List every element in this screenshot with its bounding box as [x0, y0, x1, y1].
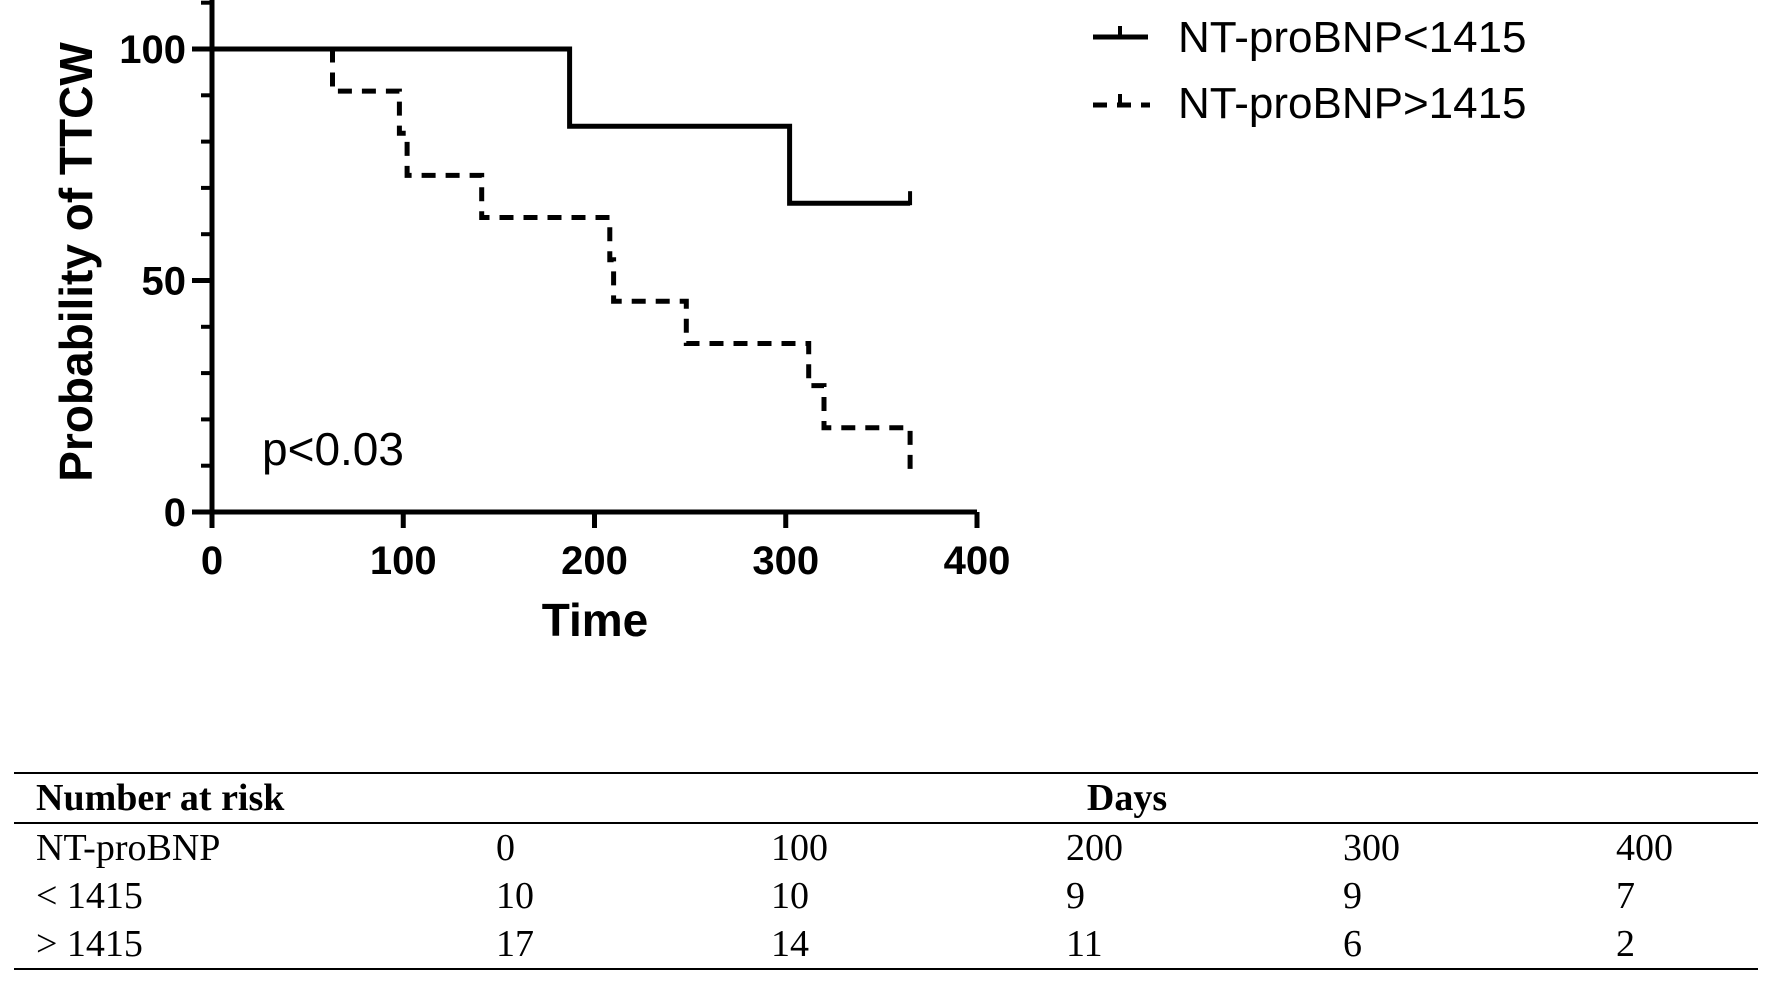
number-at-risk-table: Number at risk Days NT-proBNP 0 100 200 … — [14, 772, 1758, 970]
legend: NT-proBNP<1415 NT-proBNP>1415 — [1093, 13, 1527, 128]
y-tick-label: 0 — [164, 491, 186, 535]
risk-table-header-label: Number at risk — [36, 777, 285, 819]
risk-table-days-header: Days — [1086, 777, 1168, 819]
y-tick-label: 100 — [119, 28, 186, 72]
series-line-2 — [212, 46, 913, 470]
risk-cell: 14 — [771, 923, 809, 965]
risk-cell: 0 — [496, 827, 515, 869]
risk-cell: 17 — [496, 923, 534, 965]
risk-table-row: < 1415 10 10 9 9 7 — [14, 872, 1758, 920]
risk-cell: 11 — [1066, 923, 1103, 965]
x-tick-label: 300 — [752, 539, 819, 583]
risk-cell: 7 — [1616, 875, 1635, 917]
x-tick-label: 400 — [944, 539, 1011, 583]
risk-cell: 10 — [771, 875, 809, 917]
legend-label-series-1: NT-proBNP<1415 — [1178, 13, 1527, 62]
x-axis-title: Time — [542, 594, 649, 646]
y-axis-title: Probability of TTCW — [50, 42, 102, 482]
risk-cell: 10 — [496, 875, 534, 917]
p-value-annotation: p<0.03 — [262, 423, 404, 475]
risk-row-label: NT-proBNP — [36, 827, 221, 869]
risk-table-header-row: Number at risk Days — [14, 773, 1758, 823]
x-tick-label: 200 — [561, 539, 628, 583]
risk-cell: 2 — [1616, 923, 1635, 965]
risk-row-label: < 1415 — [36, 875, 143, 917]
risk-cell: 300 — [1343, 827, 1400, 869]
series-line-1 — [212, 46, 911, 206]
legend-label-series-2: NT-proBNP>1415 — [1178, 79, 1527, 128]
axes: 0 100 200 300 400 0 50 100 — [119, 0, 1010, 583]
x-tick-label: 0 — [201, 539, 223, 583]
risk-cell: 400 — [1616, 827, 1673, 869]
risk-table-row: > 1415 17 14 11 6 2 — [14, 920, 1758, 969]
risk-cell: 6 — [1343, 923, 1362, 965]
risk-cell: 9 — [1343, 875, 1362, 917]
series-layer — [212, 46, 913, 470]
risk-cell: 200 — [1066, 827, 1123, 869]
risk-cell: 9 — [1066, 875, 1085, 917]
risk-table-row: NT-proBNP 0 100 200 300 400 — [14, 823, 1758, 872]
x-tick-label: 100 — [370, 539, 437, 583]
risk-row-label: > 1415 — [36, 923, 143, 965]
survival-chart: 0 100 200 300 400 0 50 100 Time Probability of … — [50, 0, 1527, 646]
y-tick-label: 50 — [142, 260, 187, 304]
risk-cell: 100 — [771, 827, 828, 869]
